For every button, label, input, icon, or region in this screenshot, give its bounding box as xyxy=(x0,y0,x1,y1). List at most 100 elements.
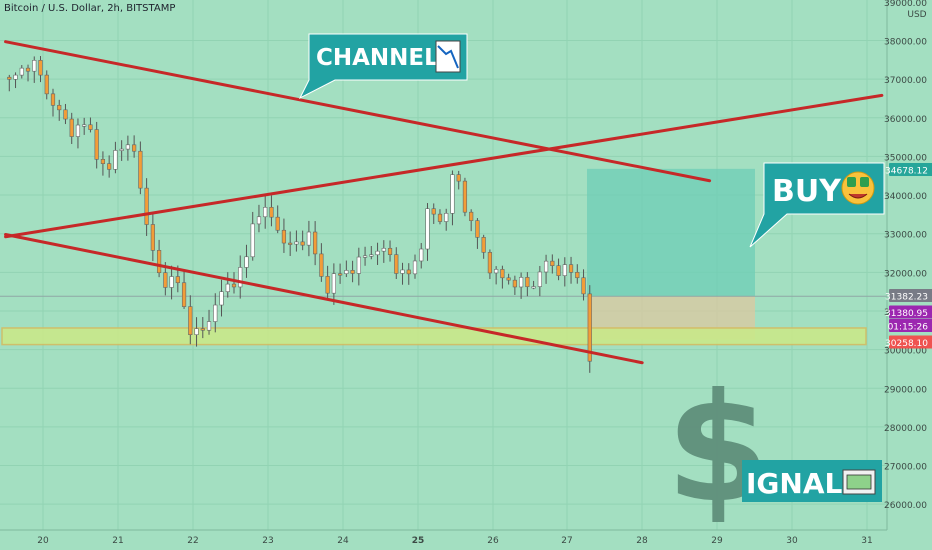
candle-body xyxy=(244,256,249,268)
candle-body xyxy=(132,144,137,152)
chart-decreasing-icon xyxy=(435,40,461,73)
candle xyxy=(231,272,237,294)
candle-body xyxy=(181,282,187,307)
channel-callout: CHANNEL xyxy=(298,33,468,100)
price-tick-label: 26000.00 xyxy=(884,501,927,511)
candle xyxy=(531,280,536,290)
candle-body xyxy=(350,270,355,274)
candle-body xyxy=(469,211,474,221)
candle-body xyxy=(82,124,87,127)
time-tick-label: 21 xyxy=(112,536,123,546)
candle xyxy=(581,269,586,301)
face-circle xyxy=(841,171,875,205)
candle-body xyxy=(69,118,74,137)
candle xyxy=(156,239,162,278)
candle-body xyxy=(412,260,418,275)
candle-body xyxy=(568,264,574,273)
candle-body xyxy=(344,270,349,274)
time-tick-label: 24 xyxy=(337,536,349,546)
candle xyxy=(575,264,580,284)
candle xyxy=(88,117,93,133)
candle-body xyxy=(419,248,424,262)
candle-body xyxy=(406,269,411,275)
candle-body xyxy=(494,269,499,274)
time-axis: 20 21 22 23 24 25 26 27 28 29 30 31 xyxy=(0,529,932,550)
candle xyxy=(456,170,461,190)
candle-body xyxy=(444,213,449,222)
candle-body xyxy=(19,67,24,76)
candle xyxy=(369,246,374,260)
candle-body xyxy=(138,150,143,189)
price-tick-label: 38000.00 xyxy=(884,38,927,48)
candle-body xyxy=(38,60,43,76)
price-tick-label: 32000.00 xyxy=(884,269,927,279)
candle-body xyxy=(356,256,361,274)
price-tick-label: 29000.00 xyxy=(884,385,927,395)
candle xyxy=(194,317,199,347)
signals-logo: $IGNALS xyxy=(666,362,882,536)
candle xyxy=(244,244,249,278)
candle-body xyxy=(475,220,480,238)
price-badge-label: 34678.12 xyxy=(885,167,928,177)
candle-body xyxy=(481,237,486,253)
face-eye-right xyxy=(860,177,869,187)
candle xyxy=(387,240,393,262)
time-tick-label: 26 xyxy=(487,536,499,546)
candle xyxy=(32,56,37,83)
candle-body xyxy=(381,247,386,252)
candle xyxy=(281,218,287,253)
candle-body xyxy=(300,241,305,246)
candle-body xyxy=(581,277,586,295)
candle-body xyxy=(225,283,230,292)
candle-body xyxy=(63,109,68,120)
candle-body xyxy=(263,207,268,218)
candle-body xyxy=(437,213,443,222)
price-tick-label: 36000.00 xyxy=(884,115,927,125)
candle xyxy=(250,211,255,261)
candle-body xyxy=(269,207,274,218)
candle xyxy=(381,240,386,263)
candle xyxy=(138,141,143,195)
candle xyxy=(181,271,187,309)
candle-body xyxy=(450,174,455,214)
candle-body xyxy=(369,254,374,257)
candle-body xyxy=(200,328,205,331)
candle xyxy=(394,247,399,280)
candle xyxy=(294,230,299,252)
channel-callout-bubble xyxy=(298,33,468,100)
price-badge-label: 31380.95 xyxy=(885,309,928,319)
candle xyxy=(419,242,424,269)
candle xyxy=(219,279,224,317)
candle xyxy=(306,220,311,257)
candle xyxy=(562,257,567,287)
time-tick-label: 22 xyxy=(187,536,198,546)
price-tick-label: 35000.00 xyxy=(884,153,927,163)
candle-body xyxy=(575,272,580,279)
price-badge-label: 31382.23 xyxy=(885,293,928,303)
candle xyxy=(50,88,56,117)
candle xyxy=(213,293,218,333)
candle xyxy=(362,246,368,266)
candle xyxy=(469,209,474,232)
time-tick-label: 29 xyxy=(711,536,723,546)
chart-icon-line xyxy=(437,45,459,69)
candle xyxy=(425,203,430,261)
candle xyxy=(331,263,336,305)
candle-body xyxy=(512,279,517,288)
candle-body xyxy=(169,276,174,288)
candle xyxy=(568,256,574,284)
price-badge-bg xyxy=(889,319,932,332)
chart-title: Bitcoin / U.S. Dollar, 2h, BITSTAMP xyxy=(4,3,176,14)
candle xyxy=(431,203,436,224)
candle xyxy=(288,231,293,256)
channel-label: CHANNEL xyxy=(316,45,439,71)
signals-dollar-sign: $ xyxy=(666,362,770,536)
candle xyxy=(525,272,530,297)
candle xyxy=(519,272,524,299)
time-tick-label: 31 xyxy=(861,536,872,546)
candle xyxy=(275,205,280,234)
candle xyxy=(350,260,355,283)
candle-body xyxy=(394,254,399,274)
candle xyxy=(100,151,106,176)
